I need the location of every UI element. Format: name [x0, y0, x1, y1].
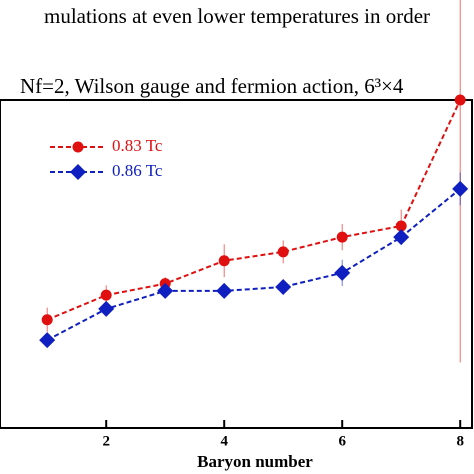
- marker: [98, 300, 115, 317]
- marker: [454, 94, 466, 106]
- series-line: [46, 99, 462, 321]
- marker: [157, 282, 174, 299]
- legend-marker: [70, 164, 86, 180]
- x-tick-label: 6: [338, 433, 346, 449]
- marker: [336, 231, 348, 243]
- context-text: mulations at even lower temperatures in …: [44, 4, 430, 28]
- marker: [39, 332, 56, 349]
- legend-label: 0.86 Tc: [112, 161, 163, 180]
- marker: [393, 229, 410, 246]
- marker: [277, 246, 289, 258]
- series-line: [46, 188, 461, 341]
- legend-marker: [72, 141, 84, 153]
- x-axis-label: Baryon number: [197, 452, 313, 471]
- chart-title: Nf=2, Wilson gauge and fermion action, 6…: [20, 74, 404, 98]
- marker: [216, 282, 233, 299]
- marker: [395, 220, 407, 232]
- marker: [275, 278, 292, 295]
- plot-frame: [0, 99, 473, 429]
- marker: [334, 264, 351, 281]
- x-tick-label: 2: [102, 433, 110, 449]
- legend-label: 0.83 Tc: [112, 136, 163, 155]
- marker: [100, 289, 112, 301]
- marker: [452, 180, 469, 197]
- marker: [41, 314, 53, 326]
- x-tick-label: 8: [456, 433, 464, 449]
- marker: [218, 255, 230, 267]
- x-tick-label: 4: [220, 433, 228, 449]
